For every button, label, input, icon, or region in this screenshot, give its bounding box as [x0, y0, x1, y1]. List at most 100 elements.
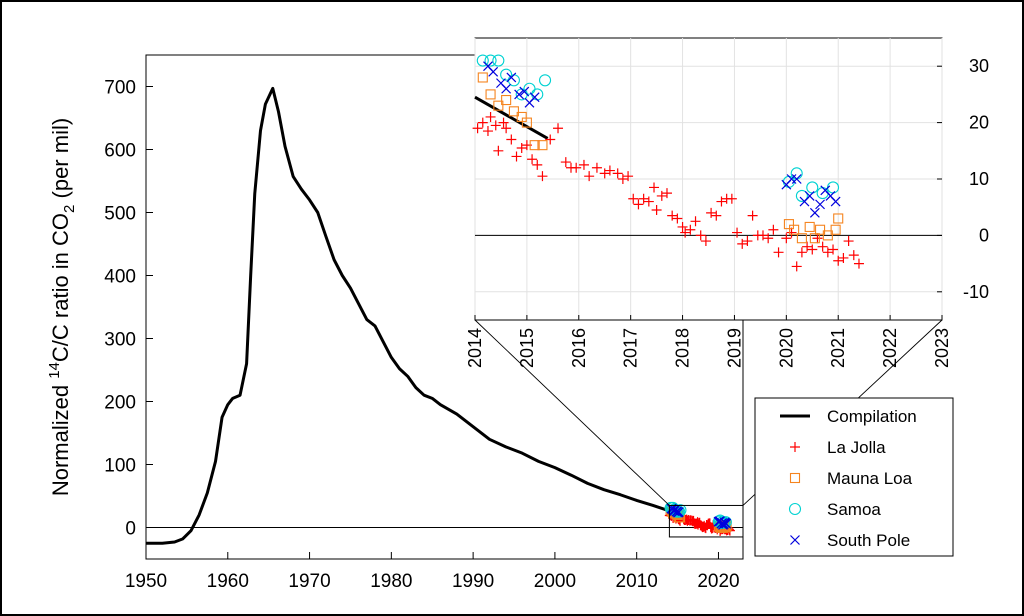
- inset-point-la-jolla: [506, 134, 517, 145]
- inset-x-tick-label: 2015: [517, 328, 537, 368]
- x-tick-label: 1970: [288, 571, 330, 592]
- inset-point-mauna-loa: [529, 140, 540, 151]
- inset-point-mauna-loa: [804, 221, 815, 232]
- legend: Compilation La Jolla Mauna Loa Samoa South P…: [754, 397, 954, 557]
- inset-x-tick-label: 2023: [932, 328, 952, 368]
- y-axis-label-part: Normalized: [48, 379, 73, 496]
- x-tick-label: 2000: [534, 571, 576, 592]
- inset-x-tick-label: 2016: [569, 328, 589, 368]
- x-tick-label: 1990: [452, 571, 494, 592]
- y-axis-label: Normalized 14C/C ratio in CO2 (per mil): [46, 118, 78, 496]
- inset-point-la-jolla: [501, 123, 512, 134]
- x-tick-label: 2010: [616, 571, 658, 592]
- y-axis-label-part: C/C ratio in CO: [48, 213, 73, 362]
- y-tick-label: 100: [104, 456, 136, 477]
- inset-point-samoa: [500, 68, 513, 81]
- y-tick-label: 400: [104, 267, 136, 288]
- inset-point-south-pole: [791, 174, 802, 184]
- inset-point-mauna-loa: [501, 94, 512, 106]
- inset-point-la-jolla: [791, 261, 802, 272]
- x-tick-label: 1960: [207, 571, 249, 592]
- inset-point-samoa: [492, 54, 505, 67]
- inset-point-la-jolla: [612, 168, 623, 179]
- inset-point-mauna-loa: [822, 230, 833, 241]
- inset-point-south-pole: [501, 83, 512, 94]
- legend-label-south-pole: South Pole: [827, 531, 910, 550]
- inset-point-la-jolla: [822, 247, 833, 258]
- inset-point-la-jolla: [498, 117, 509, 128]
- legend-marker-la-jolla: [790, 442, 800, 452]
- inset-point-la-jolla: [490, 120, 501, 131]
- inset-point-la-jolla: [853, 258, 864, 269]
- main-point-south-pole: [673, 507, 684, 517]
- inset-point-south-pole: [529, 92, 540, 103]
- inset-point-la-jolla: [649, 182, 660, 193]
- inset-point-la-jolla: [817, 241, 828, 252]
- inset-point-la-jolla: [599, 168, 610, 179]
- inset-point-mauna-loa: [796, 233, 807, 244]
- inset-point-la-jolla: [781, 233, 792, 244]
- inset-series-compilation: [474, 95, 549, 140]
- inset-point-mauna-loa: [493, 100, 504, 111]
- inset-x-tick-label: 2017: [621, 328, 641, 368]
- inset-point-la-jolla: [667, 210, 678, 221]
- inset-point-la-jolla: [628, 193, 639, 204]
- inset-point-la-jolla: [527, 154, 538, 165]
- inset-point-south-pole: [519, 86, 530, 97]
- inset-plot: 2014 2015 2016 2017 2018 2019 2020 2021 2022 2023…: [465, 37, 989, 368]
- inset-point-la-jolla: [747, 210, 758, 221]
- legend-label-la-jolla: La Jolla: [827, 438, 886, 457]
- inset-point-south-pole: [506, 72, 517, 83]
- inset-point-la-jolla: [716, 196, 727, 207]
- legend-marker-mauna-loa: [789, 472, 801, 484]
- inset-point-la-jolla: [763, 233, 774, 244]
- inset-point-la-jolla: [571, 162, 582, 173]
- inset-point-mauna-loa: [815, 224, 826, 235]
- inset-point-la-jolla: [511, 151, 522, 162]
- inset-point-la-jolla: [485, 111, 496, 122]
- inset-point-mauna-loa: [521, 117, 532, 128]
- inset-point-la-jolla: [828, 244, 839, 255]
- x-tick-label: 1950: [125, 571, 167, 592]
- inset-point-la-jolla: [786, 227, 797, 238]
- inset-point-la-jolla: [623, 171, 634, 182]
- inset-point-mauna-loa: [508, 106, 519, 117]
- inset-x-tick-label: 2018: [673, 328, 693, 368]
- inset-point-la-jolla: [661, 188, 672, 199]
- inset-y-tick-label: 20: [969, 113, 989, 133]
- inset-point-la-jolla: [638, 193, 649, 204]
- y-axis-label-part: 14: [46, 362, 63, 379]
- inset-point-la-jolla: [617, 174, 628, 184]
- inset-point-mauna-loa: [830, 224, 841, 235]
- inset-point-south-pole: [815, 199, 825, 210]
- inset-point-la-jolla: [757, 230, 768, 241]
- inset-point-la-jolla: [633, 199, 644, 210]
- y-axis-label-part: (per mil): [48, 118, 73, 205]
- inset-point-south-pole: [804, 190, 815, 201]
- inset-point-mauna-loa: [783, 219, 794, 230]
- y-axis-label-part: 2: [61, 205, 78, 213]
- y-tick-label: 300: [104, 330, 136, 351]
- inset-point-la-jolla: [680, 227, 691, 238]
- inset-point-la-jolla: [560, 157, 571, 168]
- inset-point-la-jolla: [477, 117, 488, 128]
- inset-point-la-jolla: [672, 213, 683, 224]
- legend-label-mauna-loa: Mauna Loa: [827, 469, 913, 488]
- inset-point-la-jolla: [737, 238, 748, 249]
- inset-point-south-pole: [830, 196, 841, 207]
- inset-point-la-jolla: [651, 205, 662, 216]
- inset-x-tick-label: 2019: [724, 328, 744, 368]
- inset-point-south-pole: [488, 66, 499, 77]
- inset-point-la-jolla: [812, 233, 823, 244]
- inset-point-la-jolla: [706, 207, 717, 218]
- inset-x-tick-label: 2022: [880, 328, 900, 368]
- y-tick-label: 600: [104, 141, 136, 162]
- inset-point-la-jolla: [685, 224, 696, 235]
- y-tick-label: 200: [104, 393, 136, 414]
- inset-point-la-jolla: [732, 227, 743, 238]
- inset-point-mauna-loa: [833, 213, 844, 224]
- y-tick-label: 500: [104, 204, 136, 225]
- legend-label-samoa: Samoa: [827, 500, 881, 519]
